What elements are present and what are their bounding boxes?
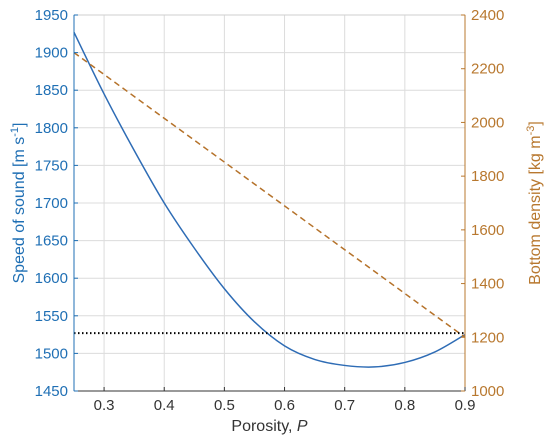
- series-group: [73, 31, 466, 368]
- y-left-tick-label: 1700: [35, 195, 68, 212]
- y-right-tick-label: 2200: [471, 61, 504, 78]
- y-left-tick-label: 1500: [35, 345, 68, 362]
- y-right-tick-label: 1600: [471, 222, 504, 239]
- y-right-tick-label: 1800: [471, 168, 504, 185]
- x-tick-label: 0.3: [94, 397, 115, 414]
- y-right-tick-label: 1200: [471, 329, 504, 346]
- y-left-tick-label: 1850: [35, 82, 68, 99]
- y-left-tick-label: 1650: [35, 233, 68, 250]
- bottom-density-line: [73, 51, 466, 338]
- y-axis-right-label: Bottom density [kg m-3]: [525, 121, 544, 285]
- ticks: 0.3 0.4 0.5 0.6 0.7 0.8 0.9 1450 1500 1550 1600 165…: [35, 7, 505, 414]
- y-left-tick-label: 1750: [35, 157, 68, 174]
- x-tick-label: 0.5: [214, 397, 235, 414]
- y-left-tick-label: 1800: [35, 120, 68, 137]
- speed-of-sound-line: [73, 31, 466, 368]
- y-left-tick-label: 1600: [35, 270, 68, 287]
- y-left-tick-label: 1450: [35, 383, 68, 400]
- y-left-tick-label: 1550: [35, 308, 68, 325]
- x-tick-label: 0.4: [154, 397, 175, 414]
- y-axis-left-label: Speed of sound [m s-1]: [9, 123, 28, 284]
- x-tick-label: 0.7: [334, 397, 355, 414]
- x-tick-label: 0.9: [455, 397, 476, 414]
- x-tick-label: 0.8: [394, 397, 415, 414]
- y-right-tick-label: 2000: [471, 114, 504, 131]
- x-axis-label: Porosity, P: [231, 418, 308, 435]
- y-left-tick-label: 1900: [35, 45, 68, 62]
- x-tick-label: 0.6: [274, 397, 295, 414]
- y-left-tick-label: 1950: [35, 7, 68, 24]
- y-right-tick-label: 1000: [471, 383, 504, 400]
- y-right-tick-label: 1400: [471, 276, 504, 293]
- y-right-tick-label: 2400: [471, 7, 504, 24]
